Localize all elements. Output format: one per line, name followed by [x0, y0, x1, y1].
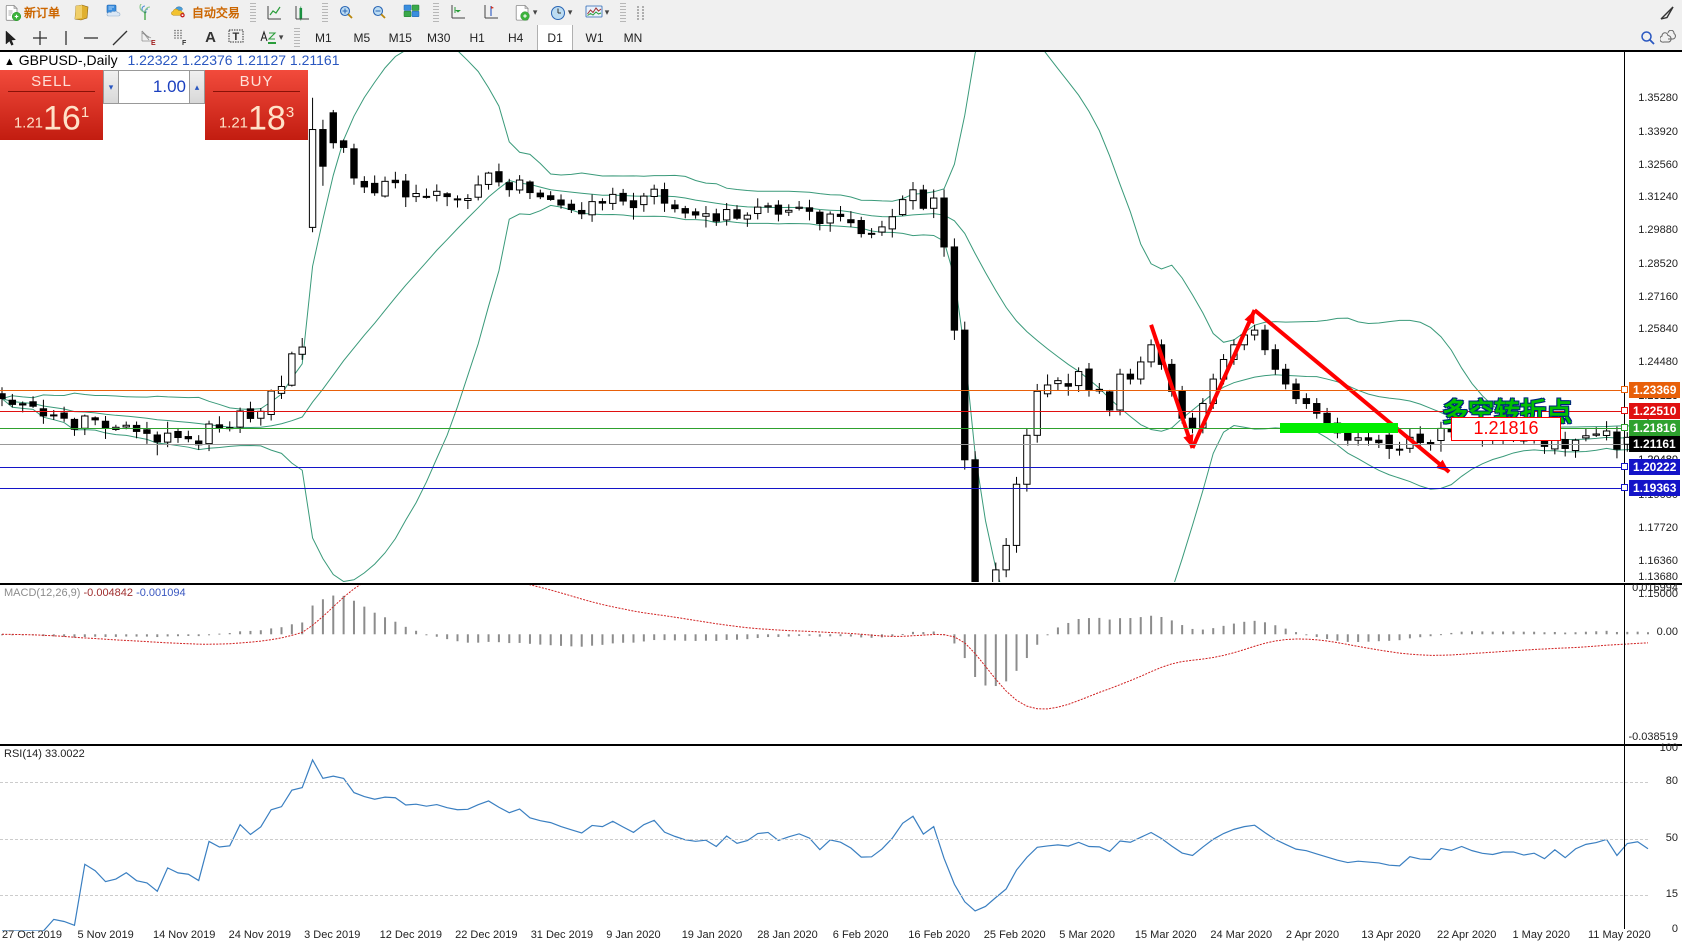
svg-text:T: T: [233, 31, 240, 43]
svg-text:F: F: [182, 40, 187, 47]
svg-text:E: E: [151, 40, 156, 47]
